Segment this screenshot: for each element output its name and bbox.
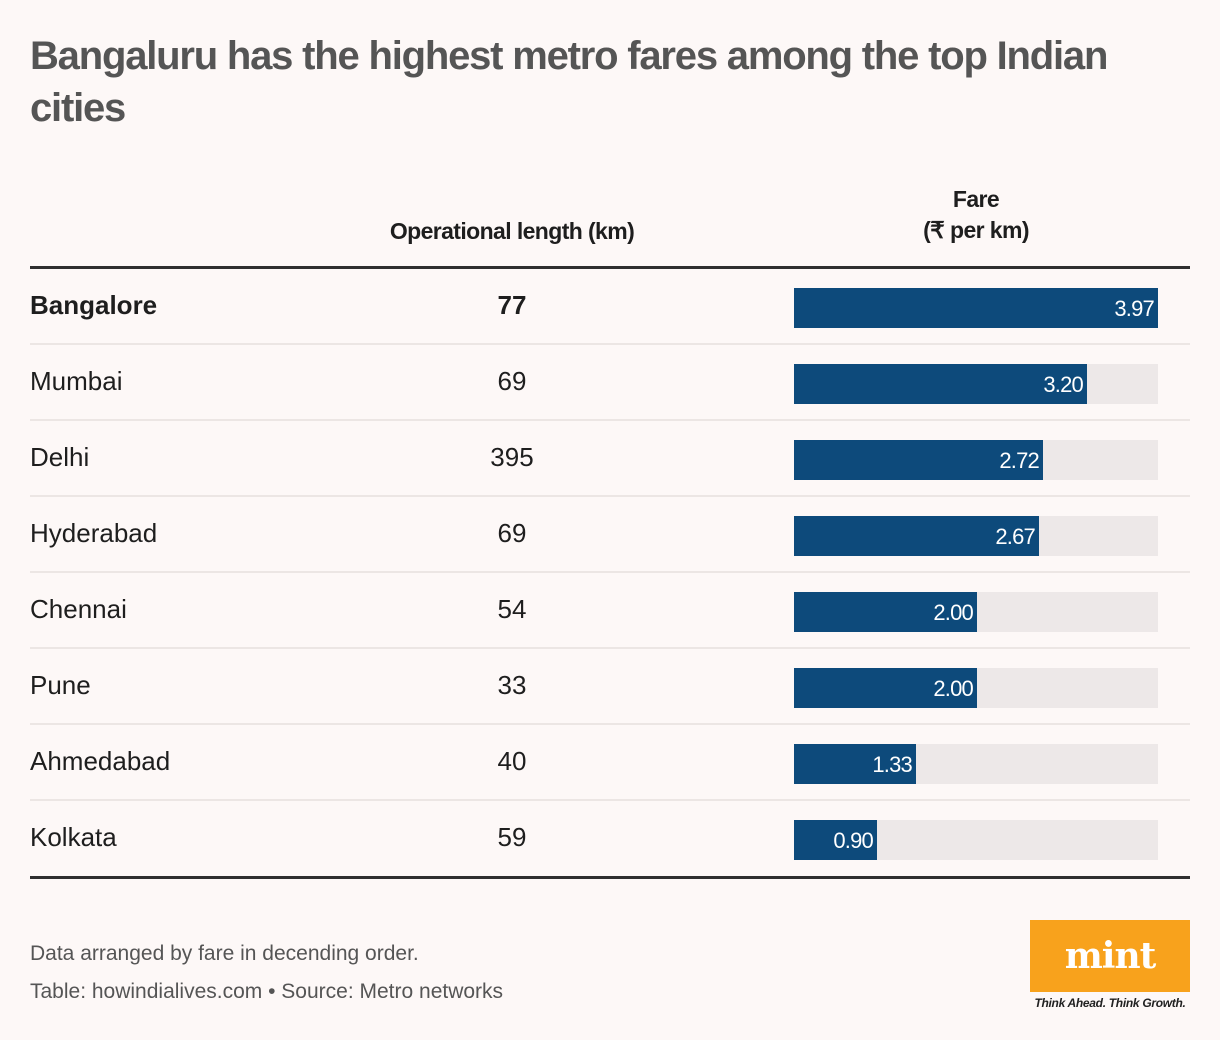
fare-bar: 0.90 [794,820,877,860]
mint-tagline: Think Ahead. Think Growth. [1034,996,1186,1010]
fare-bar-track: 3.97 [794,288,1158,328]
column-header-fare: Fare (₹ per km) [876,184,1076,246]
column-header-fare-line2: (₹ per km) [923,217,1029,243]
footer-rule [30,876,1190,879]
operational-length: 40 [497,746,527,776]
fare-bar: 2.00 [794,668,977,708]
fare-bar: 2.67 [794,516,1039,556]
city-name: Mumbai [30,366,123,396]
table-row: Mumbai 69 3.20 [30,345,1190,421]
operational-length: 77 [497,290,527,320]
table-row: Bangalore 77 3.97 [30,269,1190,345]
fare-bar-track: 3.20 [794,364,1158,404]
table-row: Pune 33 2.00 [30,649,1190,725]
table-row: Delhi 395 2.72 [30,421,1190,497]
mint-logo-text: mint [1064,935,1157,977]
fare-value-label: 2.00 [933,676,973,701]
fare-bar: 3.20 [794,364,1087,404]
operational-length: 69 [497,518,527,548]
city-name: Bangalore [30,290,158,320]
fare-bar-track: 1.33 [794,744,1158,784]
city-name: Ahmedabad [30,746,171,776]
fare-bar: 2.00 [794,592,977,632]
operational-length: 54 [497,594,527,624]
table-body: Bangalore 77 3.97 Mumbai 69 3.20 Delhi 395 2.72 H… [30,269,1190,877]
mint-logo: mint [1030,920,1190,992]
column-header-length: Operational length (km) [389,218,635,244]
fare-bar: 1.33 [794,744,916,784]
fare-bar-track: 2.67 [794,516,1158,556]
fare-value-label: 1.33 [872,752,912,777]
fare-value-label: 3.97 [1114,296,1154,321]
table-row: Chennai 54 2.00 [30,573,1190,649]
fare-bar: 2.72 [794,440,1043,480]
city-name: Delhi [30,442,90,472]
fare-bar-track: 2.00 [794,668,1158,708]
fare-bar: 3.97 [794,288,1158,328]
header-rule [30,266,1190,269]
fare-value-label: 3.20 [1043,372,1083,397]
city-name: Kolkata [30,822,117,852]
column-header-fare-line1: Fare [952,186,1000,212]
operational-length: 59 [497,822,527,852]
operational-length: 395 [490,442,534,472]
chart-title: Bangaluru has the highest metro fares am… [30,34,1108,130]
table-row: Kolkata 59 0.90 [30,801,1190,877]
fare-value-label: 2.72 [999,448,1039,473]
fare-value-label: 2.00 [933,600,973,625]
source-note: Table: howindialives.com • Source: Metro… [30,980,504,1003]
city-name: Chennai [30,594,127,624]
operational-length: 69 [497,366,527,396]
table-row: Hyderabad 69 2.67 [30,497,1190,573]
city-name: Pune [30,670,91,700]
operational-length: 33 [497,670,527,700]
fare-bar-track: 2.72 [794,440,1158,480]
fare-bar-track: 0.90 [794,820,1158,860]
fare-bar-track: 2.00 [794,592,1158,632]
city-name: Hyderabad [30,518,158,548]
fare-value-label: 0.90 [833,828,873,853]
fare-value-label: 2.67 [995,524,1035,549]
footnote: Data arranged by fare in decending order… [30,942,419,965]
table-row: Ahmedabad 40 1.33 [30,725,1190,801]
